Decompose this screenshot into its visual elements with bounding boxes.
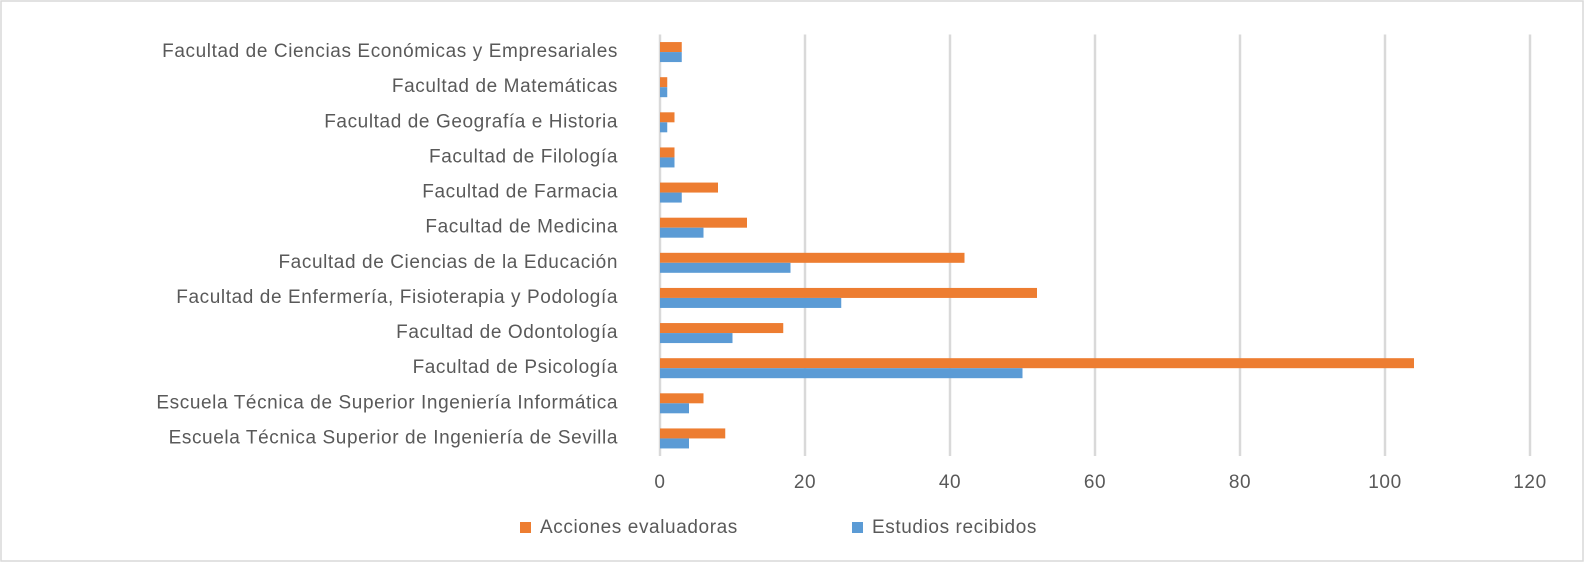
legend-label: Acciones evaluadoras [540, 517, 738, 538]
bar [660, 358, 1414, 369]
bar [660, 217, 747, 228]
y-tick-label: Escuela Técnica de Superior Ingeniería I… [156, 392, 618, 413]
x-tick-label: 80 [1229, 472, 1251, 493]
bar [660, 42, 682, 53]
bar [660, 403, 689, 414]
y-tick-label: Facultad de Psicología [413, 357, 618, 378]
bar [660, 323, 784, 334]
x-tick-label: 0 [654, 472, 665, 493]
bar [660, 297, 842, 308]
y-tick-label: Facultad de Medicina [425, 217, 618, 238]
bar [660, 192, 682, 203]
bar [660, 182, 718, 193]
y-tick-label: Facultad de Ciencias de la Educación [278, 252, 618, 273]
legend-label: Estudios recibidos [872, 517, 1037, 538]
bar [660, 252, 965, 263]
bar [660, 287, 1037, 298]
y-tick-label: Escuela Técnica Superior de Ingeniería d… [169, 427, 618, 448]
y-tick-label: Facultad de Enfermería, Fisioterapia y P… [176, 287, 618, 308]
bar [660, 393, 704, 404]
bar [660, 112, 675, 123]
bar [660, 333, 733, 344]
y-tick-label: Facultad de Geografía e Historia [324, 111, 618, 132]
bar [660, 428, 726, 439]
bar [660, 52, 682, 63]
bar [660, 368, 1023, 379]
legend-swatch [852, 522, 863, 533]
x-tick-label: 20 [794, 472, 816, 493]
bar [660, 147, 675, 158]
x-tick-label: 40 [939, 472, 961, 493]
bar [660, 262, 791, 273]
x-tick-label: 120 [1513, 472, 1547, 493]
bar [660, 77, 668, 88]
y-tick-label: Facultad de Farmacia [422, 182, 618, 203]
x-tick-label: 100 [1368, 472, 1402, 493]
bar [660, 122, 668, 133]
bar [660, 157, 675, 168]
y-tick-label: Facultad de Odontología [396, 322, 618, 343]
legend-swatch [520, 522, 531, 533]
x-tick-label: 60 [1084, 472, 1106, 493]
y-tick-label: Facultad de Filología [429, 146, 618, 167]
bar [660, 438, 689, 449]
bar [660, 87, 668, 98]
y-tick-label: Facultad de Matemáticas [392, 76, 618, 97]
bar [660, 227, 704, 238]
y-tick-label: Facultad de Ciencias Económicas y Empres… [162, 41, 618, 62]
